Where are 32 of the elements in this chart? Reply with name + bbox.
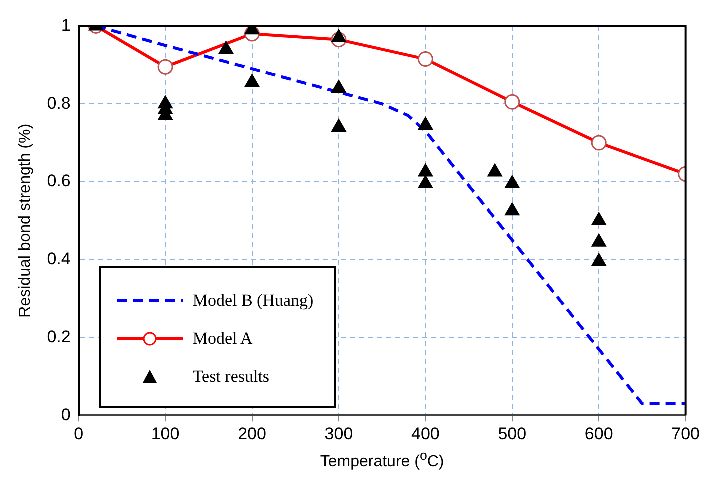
x-tick-label: 100 xyxy=(151,424,180,444)
x-tick-label: 200 xyxy=(238,424,266,444)
point xyxy=(218,41,234,54)
point xyxy=(504,175,520,188)
y-tick-label: 0.4 xyxy=(47,250,71,269)
y-tick-label: 0.8 xyxy=(47,94,71,113)
legend-label: Test results xyxy=(192,366,270,387)
legend-label: Model A xyxy=(192,328,253,349)
x-tick-label: 400 xyxy=(411,424,440,444)
point xyxy=(418,175,434,188)
x-tick-label: 300 xyxy=(324,424,354,444)
y-tick-label: 0.2 xyxy=(47,327,71,346)
x-tick-label: 0 xyxy=(74,424,84,444)
x-tick-label: 700 xyxy=(672,424,700,444)
y-axis-title: Residual bond strength (%) xyxy=(17,124,34,318)
x-axis-title: Temperature ($^{o}$C) xyxy=(319,448,446,472)
y-tick-label: 1 xyxy=(61,16,71,35)
point xyxy=(418,164,434,177)
point xyxy=(504,202,520,216)
point xyxy=(592,212,607,226)
x-tick-label: 500 xyxy=(498,424,527,444)
legend-label: Model B (Huang) xyxy=(192,290,314,311)
point xyxy=(488,164,502,177)
x-tick-label: 600 xyxy=(584,424,614,444)
y-tick-label: 0 xyxy=(61,405,71,424)
y-tick-label: 0.6 xyxy=(47,172,71,191)
point xyxy=(332,118,346,132)
point xyxy=(592,253,607,266)
point xyxy=(332,80,346,94)
point xyxy=(244,74,260,88)
point xyxy=(592,234,607,247)
point xyxy=(418,116,434,130)
